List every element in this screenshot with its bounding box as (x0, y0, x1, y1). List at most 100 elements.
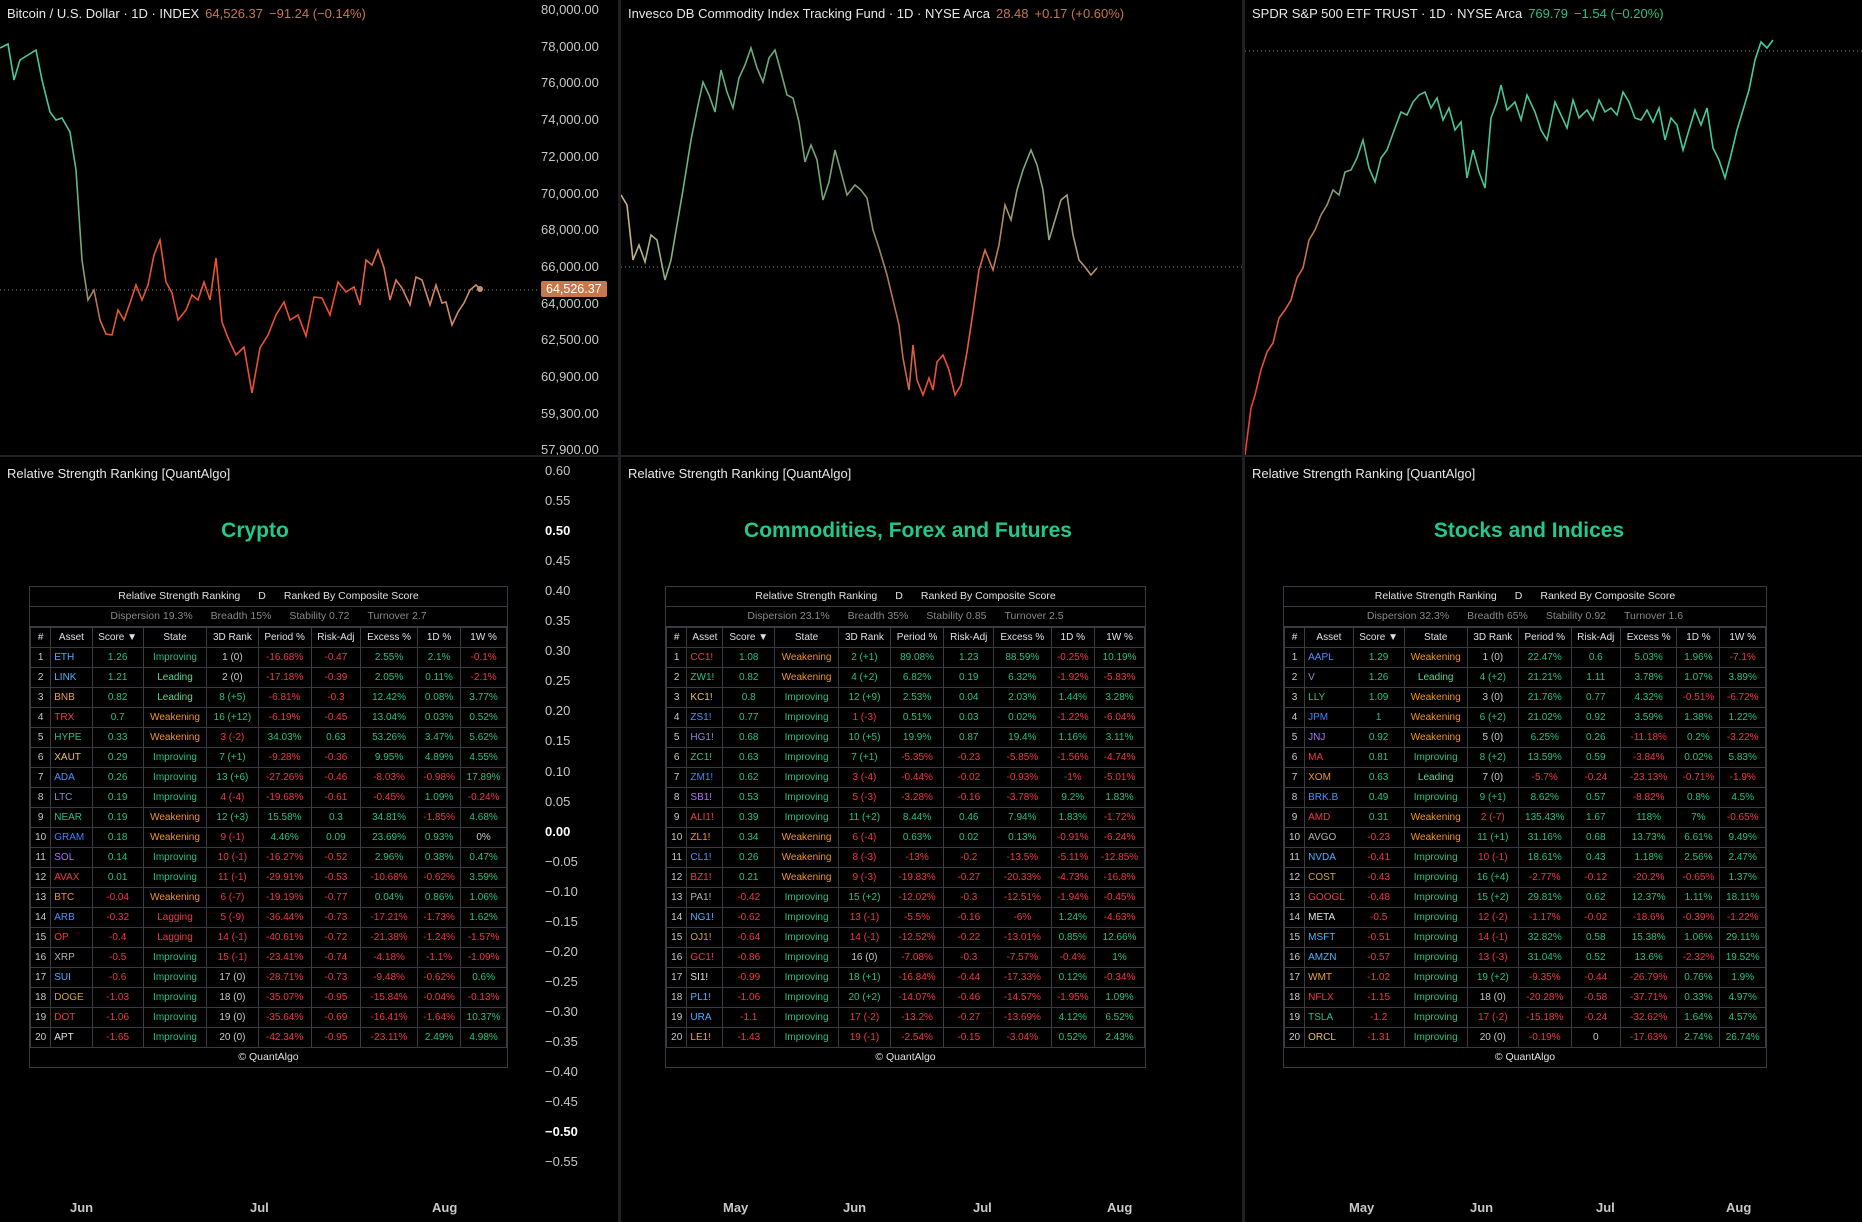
pane-divider[interactable] (618, 0, 621, 1222)
table-row[interactable]: 13 GOOGL -0.48 Improving 15 (+2) 29.81% 0.62 12… (1283, 887, 1766, 908)
table-row[interactable]: 15 MSFT -0.51 Improving 14 (-1) 32.82% 0.58 15.… (1283, 927, 1766, 948)
table-row[interactable]: 10 GRAM 0.18 Weakening 9 (-1) 4.46% 0.09 23.69%… (29, 827, 507, 848)
table-row[interactable]: 4 ZS1! 0.77 Improving 1 (-3) 0.51% 0.03 0.02% -1… (665, 707, 1145, 728)
table-row[interactable]: 12 COST -0.43 Improving 16 (+4) -2.77% -0.12 -2… (1283, 867, 1766, 888)
table-row[interactable]: 13 PA1! -0.42 Improving 15 (+2) -12.02% -0.3 -1… (665, 887, 1145, 908)
table-row[interactable]: 3 KC1! 0.8 Improving 12 (+9) 2.53% 0.04 2.03% 1.… (665, 687, 1145, 708)
pane-separator[interactable] (0, 455, 1862, 457)
table-row[interactable]: 14 ARB -0.32 Lagging 5 (-9) -36.44% -0.73 -17.2… (29, 907, 507, 928)
table-row[interactable]: 4 JPM 1 Weakening 6 (+2) 21.02% 0.92 3.59% 1.38%… (1283, 707, 1766, 728)
table-row[interactable]: 1 CC1! 1.08 Weakening 2 (+1) 89.08% 1.23 88.59%… (665, 647, 1145, 668)
column-header[interactable]: Score ▼ (1352, 627, 1405, 648)
table-row[interactable]: 11 SOL 0.14 Improving 10 (-1) -16.27% -0.52 2.9… (29, 847, 507, 868)
pane-divider[interactable] (1242, 0, 1245, 1222)
column-header[interactable]: Asset (50, 627, 93, 648)
column-header[interactable]: 1W % (1719, 627, 1766, 648)
table-row[interactable]: 17 SI1! -0.99 Improving 18 (+1) -16.84% -0.44-… (665, 967, 1145, 988)
table-row[interactable]: 19 TSLA -1.2 Improving 17 (-2) -15.18% -0.24 -3… (1283, 1007, 1766, 1028)
column-header[interactable]: Excess % (360, 627, 418, 648)
column-header[interactable]: Asset (1304, 627, 1354, 648)
table-row[interactable]: 18 DOGE -1.03 Improving 18 (0) -35.07% -0.95 -1… (29, 987, 507, 1008)
table-row[interactable]: 19 DOT -1.06 Improving 19 (0) -35.64% -0.69 -16… (29, 1007, 507, 1028)
table-row[interactable]: 15 OJ1! -0.64 Improving 14 (-1) -12.52% -0.22-… (665, 927, 1145, 948)
column-header[interactable]: # (29, 627, 52, 648)
table-row[interactable]: 11 CL1! 0.26 Weakening 8 (-3) -13% -0.2 -13.5% -… (665, 847, 1145, 868)
column-header[interactable]: State (774, 627, 840, 648)
column-header[interactable]: # (1283, 627, 1306, 648)
price-chart[interactable]: Invesco DB Commodity Index Tracking Fund… (621, 0, 1242, 455)
table-row[interactable]: 7 XOM 0.63 Leading 7 (0) -5.7% -0.24 -23.13% -0.… (1283, 767, 1766, 788)
table-row[interactable]: 10 ZL1! 0.34 Weakening 6 (-4) 0.63% 0.02 0.13% -… (665, 827, 1145, 848)
table-row[interactable]: 5 HYPE 0.33 Weakening 3 (-2) 34.03% 0.63 53.26%… (29, 727, 507, 748)
table-row[interactable]: 9 ALI1! 0.39 Improving 11 (+2) 8.44% 0.46 7.94%… (665, 807, 1145, 828)
column-header[interactable]: Asset (686, 627, 724, 648)
table-row[interactable]: 7 ADA 0.26 Improving 13 (+6) -27.26% -0.46 -8.0… (29, 767, 507, 788)
column-header[interactable]: Period % (257, 627, 312, 648)
column-header[interactable]: 1D % (1050, 627, 1096, 648)
indicator-title[interactable]: Relative Strength Ranking [QuantAlgo] (7, 466, 231, 481)
column-header[interactable]: 3D Rank (206, 627, 259, 648)
column-header[interactable]: Period % (1517, 627, 1572, 648)
chart-legend[interactable]: Bitcoin / U.S. Dollar · 1D · INDEX 64,526… (7, 6, 366, 21)
table-row[interactable]: 18 NFLX -1.15 Improving 18 (0) -20.28% -0.58 -3… (1283, 987, 1766, 1008)
table-row[interactable]: 1 ETH 1.26 Improving 1 (0) -16.68% -0.47 2.55% 2… (29, 647, 507, 668)
table-row[interactable]: 12 AVAX 0.01 Improving 11 (-1) -29.91% -0.53 -1… (29, 867, 507, 888)
table-row[interactable]: 8 SB1! 0.53 Improving 5 (-3) -3.28% -0.16 -3.78… (665, 787, 1145, 808)
table-row[interactable]: 16 GC1! -0.86 Improving 16 (0) -7.08% -0.3 -7.5… (665, 947, 1145, 968)
table-row[interactable]: 20 APT -1.65 Improving 20 (0) -42.34% -0.95 -23… (29, 1027, 507, 1048)
panel-stocks[interactable]: SPDR S&P 500 ETF TRUST · 1D · NYSE Arca 7… (1245, 0, 1862, 1222)
panel-commodities[interactable]: Invesco DB Commodity Index Tracking Fund… (621, 0, 1242, 1222)
table-row[interactable]: 19 URA -1.1 Improving 17 (-2) -13.2% -0.27 -13.… (665, 1007, 1145, 1028)
table-row[interactable]: 4 TRX 0.7 Weakening 16 (+12) -6.19% -0.45 13.04… (29, 707, 507, 728)
table-row[interactable]: 9 NEAR 0.19 Weakening 12 (+3) 15.58% 0.3 34.81%… (29, 807, 507, 828)
column-header[interactable]: 3D Rank (838, 627, 891, 648)
column-header[interactable]: Score ▼ (722, 627, 776, 648)
table-row[interactable]: 20 ORCL -1.31 Improving 20 (0) -0.19% 0 -17.63%… (1283, 1027, 1766, 1048)
table-row[interactable]: 8 LTC 0.19 Improving 4 (-4) -19.68% -0.61 -0.45… (29, 787, 507, 808)
column-header[interactable]: Excess % (1619, 627, 1678, 648)
column-header[interactable]: 1D % (416, 627, 462, 648)
table-row[interactable]: 15 OP -0.4 Lagging 14 (-1) -40.61% -0.72 -21.38… (29, 927, 507, 948)
chart-legend[interactable]: SPDR S&P 500 ETF TRUST · 1D · NYSE Arca 7… (1252, 6, 1664, 21)
indicator-title[interactable]: Relative Strength Ranking [QuantAlgo] (628, 466, 852, 481)
chart-legend[interactable]: Invesco DB Commodity Index Tracking Fund… (628, 6, 1124, 21)
table-row[interactable]: 16 AMZN -0.57 Improving 13 (-3) 31.04% 0.52 13.… (1283, 947, 1766, 968)
column-header[interactable]: Excess % (993, 627, 1052, 648)
indicator-title[interactable]: Relative Strength Ranking [QuantAlgo] (1252, 466, 1476, 481)
table-row[interactable]: 11 NVDA -0.41 Improving 10 (-1) 18.61% 0.43 1.1… (1283, 847, 1766, 868)
table-row[interactable]: 18 PL1! -1.06 Improving 20 (+2) -14.07% -0.46-… (665, 987, 1145, 1008)
table-row[interactable]: 17 WMT -1.02 Improving 19 (+2) -9.35% -0.44 -26… (1283, 967, 1766, 988)
price-chart[interactable]: Bitcoin / U.S. Dollar · 1D · INDEX 64,526… (0, 0, 618, 457)
column-header[interactable]: Period % (889, 627, 945, 648)
table-row[interactable]: 13 BTC -0.04 Weakening 6 (-7) -19.19% -0.77 0.0… (29, 887, 507, 908)
table-row[interactable]: 16 XRP -0.5 Improving 15 (-1) -23.41% -0.74 -4.… (29, 947, 507, 968)
table-row[interactable]: 9 AMD 0.31 Weakening 2 (-7) 135.43% 1.67 118% 7%… (1283, 807, 1766, 828)
table-row[interactable]: 2 ZW1! 0.82 Weakening 4 (+2) 6.82% 0.19 6.32% -1… (665, 667, 1145, 688)
column-header[interactable]: State (142, 627, 208, 648)
table-row[interactable]: 10 AVGO -0.23 Weakening 11 (+1) 31.16% 0.68 13.… (1283, 827, 1766, 848)
column-header[interactable]: Score ▼ (91, 627, 144, 648)
table-row[interactable]: 6 MA 0.81 Improving 8 (+2) 13.59% 0.59 -3.84% 0.… (1283, 747, 1766, 768)
column-header[interactable]: 1W % (460, 627, 507, 648)
table-row[interactable]: 5 JNJ 0.92 Weakening 5 (0) 6.25% 0.26 -11.18% 0.… (1283, 727, 1766, 748)
column-header[interactable]: Risk-Adj (1570, 627, 1621, 648)
table-row[interactable]: 20 LE1! -1.43 Improving 19 (-1) -2.54% -0.15 -3… (665, 1027, 1145, 1048)
column-header[interactable]: 3D Rank (1466, 627, 1519, 648)
column-header[interactable]: # (665, 627, 688, 648)
table-row[interactable]: 6 XAUT 0.29 Improving 7 (+1) -9.28% -0.36 9.95%… (29, 747, 507, 768)
column-header[interactable]: Risk-Adj (310, 627, 362, 648)
column-header[interactable]: 1D % (1676, 627, 1721, 648)
table-row[interactable]: 14 META -0.5 Improving 12 (-2) -1.17% -0.02 -18… (1283, 907, 1766, 928)
price-chart[interactable]: SPDR S&P 500 ETF TRUST · 1D · NYSE Arca 7… (1245, 0, 1862, 456)
table-row[interactable]: 12 BZ1! 0.21 Weakening 9 (-3) -19.83% -0.27 -20… (665, 867, 1145, 888)
table-row[interactable]: 8 BRK.B 0.49 Improving 9 (+1) 8.62% 0.57 -8.82%… (1283, 787, 1766, 808)
table-row[interactable]: 14 NG1! -0.62 Improving 13 (-1) -5.5% -0.16 -6%… (665, 907, 1145, 928)
table-row[interactable]: 7 ZM1! 0.62 Improving 3 (-4) -0.44% -0.02 -0.93… (665, 767, 1145, 788)
table-row[interactable]: 6 ZC1! 0.63 Improving 7 (+1) -5.35% -0.23 -5.85… (665, 747, 1145, 768)
column-header[interactable]: Risk-Adj (943, 627, 995, 648)
table-row[interactable]: 17 SUI -0.6 Improving 17 (0) -28.71% -0.73 -9.4… (29, 967, 507, 988)
column-header[interactable]: State (1403, 627, 1468, 648)
panel-crypto[interactable]: Bitcoin / U.S. Dollar · 1D · INDEX 64,526… (0, 0, 618, 1222)
table-row[interactable]: 2 LINK 1.21 Leading 2 (0) -17.18% -0.39 2.05% 0.… (29, 667, 507, 688)
table-row[interactable]: 3 BNB 0.82 Leading 8 (+5) -6.81% -0.3 12.42% 0.0… (29, 687, 507, 708)
